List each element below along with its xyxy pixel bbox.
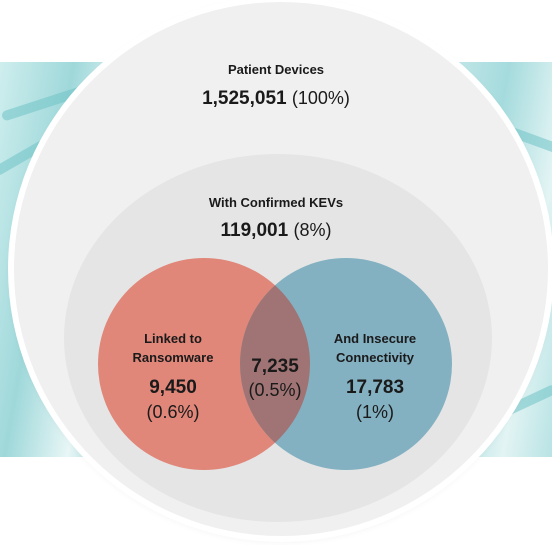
- ransomware-count: 9,450: [149, 377, 197, 398]
- connectivity-label-line1: And Insecure: [333, 331, 417, 346]
- kev-value: 119,001 (8%): [146, 220, 406, 242]
- total-count: 1,525,051: [202, 88, 287, 109]
- total-label: Patient Devices: [227, 62, 325, 77]
- overlap-count: 7,235: [251, 356, 299, 377]
- ransomware-label-line2: Ransomware: [132, 350, 214, 365]
- ransomware-percent: (0.6%): [146, 402, 200, 422]
- overlap-percent: (0.5%): [248, 380, 302, 400]
- ransomware-label-line1: Linked to: [144, 331, 202, 346]
- total-percent: (100%): [291, 88, 350, 108]
- connectivity-label-line2: Connectivity: [335, 350, 414, 365]
- kev-count: 119,001: [220, 220, 289, 241]
- kev-label: With Confirmed KEVs: [208, 195, 344, 210]
- connectivity-percent: (1%): [355, 402, 394, 422]
- overlap-region: [98, 258, 310, 470]
- total-value: 1,525,051 (100%): [126, 88, 426, 110]
- connectivity-count: 17,783: [345, 377, 405, 398]
- kev-percent: (8%): [293, 220, 332, 240]
